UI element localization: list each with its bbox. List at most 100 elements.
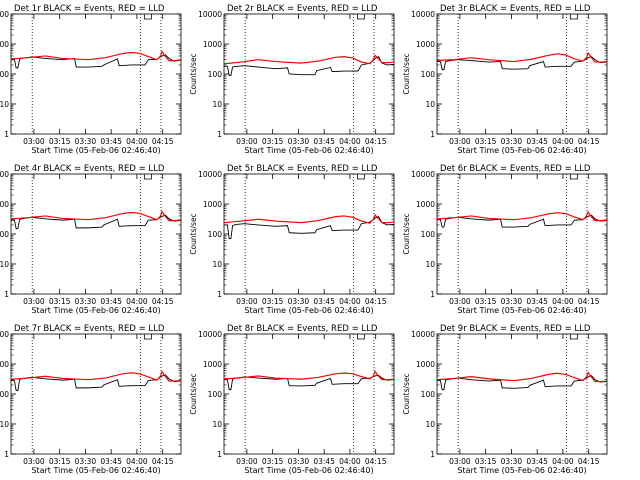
- x-tick-label: 03:15: [49, 297, 71, 306]
- series-events-line: [437, 375, 608, 391]
- plot-frame: [223, 173, 395, 295]
- series-lld-line: [223, 370, 395, 381]
- x-tick-label: 04:00: [339, 457, 361, 466]
- x-axis-label: Start Time (05-Feb-06 02:46:40): [31, 306, 160, 315]
- panel-title: Det 6r BLACK = Events, RED = LLD: [440, 164, 591, 174]
- y-tick-label: 10: [0, 260, 9, 269]
- y-tick-label: 100: [0, 390, 9, 399]
- y-tick-label: 1: [430, 130, 435, 139]
- series-events-line: [11, 214, 182, 230]
- y-tick-label: 1: [430, 290, 435, 299]
- plot-frame: [436, 13, 608, 135]
- x-tick-label: 03:00: [23, 137, 45, 146]
- x-tick-label: 03:15: [262, 457, 284, 466]
- panel-det-3: Det 3r BLACK = Events, RED = LLD 1 10 100 10…: [402, 4, 608, 155]
- x-tick-label: 03:45: [100, 457, 122, 466]
- y-tick-label: 1000: [203, 360, 222, 369]
- x-tick-label: 04:00: [552, 137, 574, 146]
- x-tick-label: 03:15: [262, 297, 284, 306]
- y-tick-label: 10: [212, 260, 222, 269]
- y-tick-label: 100: [421, 70, 436, 79]
- y-tick-label: 1: [4, 130, 9, 139]
- series-events-line: [11, 374, 182, 392]
- x-tick-label: 03:30: [501, 457, 523, 466]
- x-tick-label: 03:30: [288, 457, 310, 466]
- x-tick-label: 04:15: [152, 457, 174, 466]
- y-tick-label: 1000: [416, 360, 435, 369]
- y-tick-label: 1000: [416, 200, 435, 209]
- x-axis-label: Start Time (05-Feb-06 02:46:40): [31, 466, 160, 475]
- y-tick-label: 1000: [203, 200, 222, 209]
- y-tick-label: 10000: [411, 170, 435, 179]
- x-tick-label: 04:15: [152, 297, 174, 306]
- plot-frame: [223, 333, 395, 455]
- x-tick-label: 03:00: [449, 457, 471, 466]
- plot-frame: [10, 173, 182, 295]
- y-tick-label: 1: [430, 450, 435, 459]
- x-tick-label: 03:30: [501, 137, 523, 146]
- y-tick-label: 1000: [0, 200, 9, 209]
- plot-frame: [10, 13, 182, 135]
- series-events-line: [224, 216, 395, 240]
- y-tick-label: 1: [4, 290, 9, 299]
- y-axis-label: Counts/sec: [402, 53, 411, 94]
- y-tick-label: 10000: [198, 170, 222, 179]
- x-tick-label: 04:15: [578, 457, 600, 466]
- series-events-line: [11, 54, 182, 69]
- panel-det-5: Det 5r BLACK = Events, RED = LLD 1 10 100 10…: [189, 164, 395, 315]
- plot-frame: [436, 333, 608, 455]
- y-tick-label: 100: [208, 390, 223, 399]
- x-tick-label: 03:00: [449, 297, 471, 306]
- x-tick-label: 03:30: [75, 457, 97, 466]
- panel-title: Det 5r BLACK = Events, RED = LLD: [227, 164, 378, 174]
- series-lld-line: [10, 50, 182, 62]
- y-axis-label: Counts/sec: [189, 373, 198, 414]
- panel-det-4: Det 4r BLACK = Events, RED = LLD 1 10 100 10…: [0, 164, 182, 315]
- plot-frame: [223, 13, 395, 135]
- x-tick-label: 04:00: [126, 457, 148, 466]
- y-tick-label: 1000: [0, 40, 9, 49]
- y-tick-label: 10: [425, 260, 435, 269]
- y-tick-label: 10000: [0, 330, 9, 339]
- x-axis-label: Start Time (05-Feb-06 02:46:40): [457, 146, 586, 155]
- y-tick-label: 1: [217, 130, 222, 139]
- plot-frame: [436, 173, 608, 295]
- x-tick-label: 03:15: [49, 137, 71, 146]
- x-tick-label: 03:15: [262, 137, 284, 146]
- y-axis-label: Counts/sec: [402, 213, 411, 254]
- x-tick-label: 04:00: [126, 297, 148, 306]
- y-tick-label: 10: [425, 100, 435, 109]
- x-tick-label: 03:45: [100, 137, 122, 146]
- y-tick-label: 10000: [411, 330, 435, 339]
- y-tick-label: 10: [212, 100, 222, 109]
- series-lld-line: [223, 54, 395, 65]
- x-axis-label: Start Time (05-Feb-06 02:46:40): [457, 306, 586, 315]
- panel-title: Det 7r BLACK = Events, RED = LLD: [14, 324, 165, 334]
- x-tick-label: 03:15: [475, 137, 497, 146]
- panel-det-6: Det 6r BLACK = Events, RED = LLD 1 10 100 10…: [402, 164, 608, 315]
- x-tick-label: 04:15: [365, 137, 387, 146]
- y-tick-label: 10000: [198, 330, 222, 339]
- x-tick-label: 03:00: [236, 457, 258, 466]
- x-tick-label: 03:45: [313, 137, 335, 146]
- x-tick-label: 04:00: [339, 297, 361, 306]
- marker-bracket: [569, 174, 578, 180]
- plot-frame: [10, 333, 182, 455]
- marker-bracket: [356, 334, 365, 340]
- y-tick-label: 100: [421, 390, 436, 399]
- x-tick-label: 03:15: [475, 457, 497, 466]
- panel-title: Det 4r BLACK = Events, RED = LLD: [14, 164, 165, 174]
- y-tick-label: 10: [0, 100, 9, 109]
- y-tick-label: 1000: [416, 40, 435, 49]
- panel-det-8: Det 8r BLACK = Events, RED = LLD 1 10 100 10…: [189, 324, 395, 475]
- x-tick-label: 03:45: [100, 297, 122, 306]
- panel-title: Det 3r BLACK = Events, RED = LLD: [440, 4, 591, 14]
- x-tick-label: 03:30: [75, 137, 97, 146]
- y-tick-label: 10: [425, 420, 435, 429]
- y-tick-label: 10000: [0, 10, 9, 19]
- x-axis-label: Start Time (05-Feb-06 02:46:40): [244, 466, 373, 475]
- x-tick-label: 04:00: [552, 457, 574, 466]
- series-events-line: [224, 374, 395, 391]
- y-tick-label: 100: [208, 230, 223, 239]
- y-axis-label: Counts/sec: [189, 53, 198, 94]
